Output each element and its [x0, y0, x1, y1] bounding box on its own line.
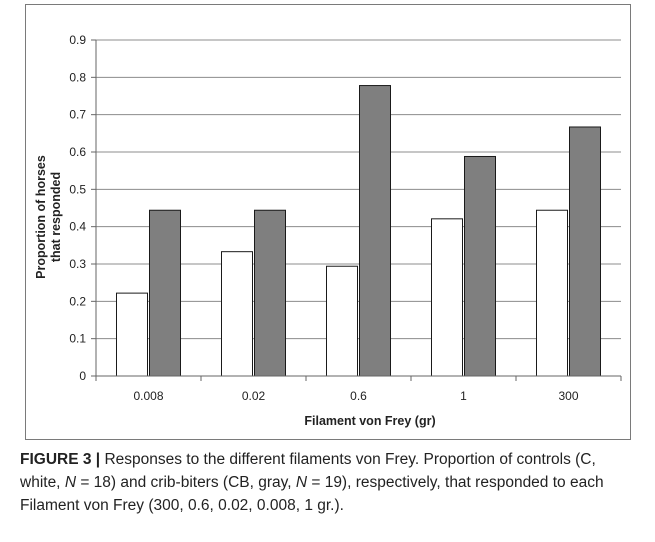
caption-text-1: Responses to the different filaments von… — [20, 451, 596, 491]
y-tick-label: 0 — [79, 369, 86, 383]
y-tick-label: 0.2 — [69, 294, 86, 308]
bar-crib-biter — [464, 155, 496, 377]
axes — [91, 39, 622, 381]
bar-control — [116, 292, 148, 377]
bar-crib-biter — [359, 85, 391, 377]
bars — [116, 85, 601, 377]
y-tick-label: 0.4 — [69, 220, 86, 234]
caption-text-3: = 19), respectively, that responded to e… — [20, 474, 604, 514]
caption-n-symbol-2: N — [295, 474, 308, 491]
bar-crib-biter — [569, 126, 601, 377]
bar-control — [221, 251, 253, 377]
bar-chart: 00.10.20.30.40.50.60.70.80.9 0.008 0.02 0.… — [34, 33, 622, 428]
caption-n-symbol-1: N — [64, 474, 77, 491]
bar-crib-biter — [254, 209, 286, 377]
x-tick-label: 0.02 — [242, 389, 266, 403]
gridlines — [96, 39, 621, 340]
y-tick-label: 0.8 — [69, 70, 86, 84]
x-tick-labels: 0.008 0.02 0.6 1 300 — [133, 389, 578, 403]
bar-crib-biter — [149, 209, 181, 377]
x-tick-label: 0.6 — [350, 389, 367, 403]
y-tick-label: 0.6 — [69, 145, 86, 159]
y-tick-label: 0.3 — [69, 257, 86, 271]
caption-text-2: = 18) and crib-biters (CB, gray, — [76, 474, 296, 491]
x-tick-label: 300 — [558, 389, 578, 403]
x-tick-label: 1 — [460, 389, 467, 403]
y-axis-label-line2: that responded — [49, 172, 63, 262]
caption-label: FIGURE 3 | — [20, 451, 101, 468]
y-tick-labels: 0 0.1 0.2 0.3 0.4 0.5 0.6 0.7 0.8 0.9 — [69, 33, 86, 383]
bar-control — [326, 265, 358, 377]
y-axis-label-line1: Proportion of horses — [34, 155, 48, 279]
x-tick-label: 0.008 — [133, 389, 163, 403]
y-tick-label: 0.7 — [69, 108, 86, 122]
y-tick-label: 0.9 — [69, 33, 86, 47]
bar-control — [536, 209, 568, 377]
x-axis-label: Filament von Frey (gr) — [304, 414, 435, 428]
y-tick-label: 0.5 — [69, 182, 86, 196]
bar-control — [431, 218, 463, 377]
figure-caption: FIGURE 3 | Responses to the different fi… — [20, 448, 640, 517]
y-tick-label: 0.1 — [69, 332, 86, 346]
